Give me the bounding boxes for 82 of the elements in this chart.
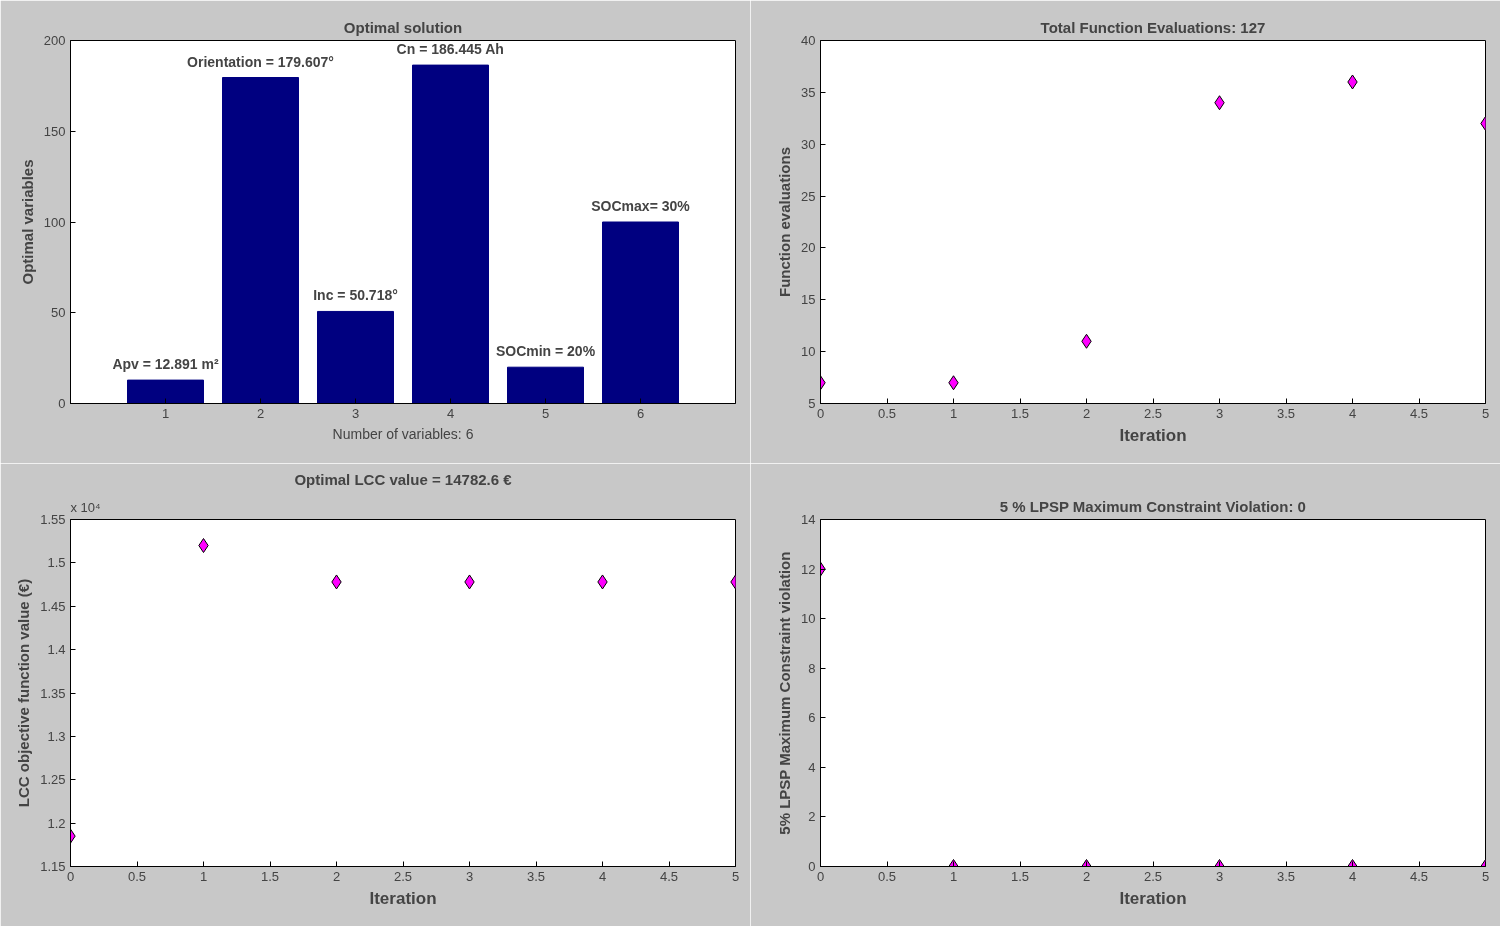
annotation: SOCmax= 30% — [591, 198, 691, 214]
y-tick-label: 1.15 — [40, 859, 66, 874]
x-tick-label: 2 — [332, 868, 341, 884]
y-tick-label: 8 — [808, 660, 816, 676]
x-tick-label: 4 — [1348, 405, 1357, 421]
y-tick-label: 25 — [801, 188, 816, 204]
y-tick-label: 1.45 — [40, 598, 66, 614]
chart-title: Total Function Evaluations: 127 — [1040, 18, 1266, 36]
y-tick-label: 1.4 — [47, 642, 66, 658]
x-axis-title: Number of variables: 6 — [332, 425, 474, 442]
x-tick-label: 1.5 — [260, 868, 280, 884]
x-tick-label: 3 — [465, 868, 474, 884]
chart-title: Optimal LCC value = 14782.6 € — [294, 470, 513, 488]
x-tick-label: 2.5 — [1143, 868, 1163, 884]
x-tick-label: 1.5 — [1010, 868, 1030, 884]
annotation: SOCmin = 20% — [495, 343, 596, 360]
x-tick-label: 2 — [1082, 405, 1091, 421]
x-tick-label: 3.5 — [526, 868, 546, 884]
y-axis-title: 5% LPSP Maximum Constraint violation — [776, 551, 794, 835]
x-tick-label: 3 — [1215, 405, 1224, 421]
y-tick-label: 1.2 — [47, 815, 66, 831]
y-tick-label: 6 — [808, 710, 816, 726]
y-tick-label: 100 — [43, 214, 66, 230]
x-axis-title: Iteration — [1119, 425, 1187, 445]
y-tick-label: 1.5 — [47, 555, 66, 571]
annotation: Inc = 50.718° — [313, 287, 398, 304]
y-tick-label: 14 — [801, 512, 816, 527]
y-tick-label: 4 — [808, 759, 816, 775]
x-tick-label: 5 — [541, 405, 550, 421]
y-tick-label: 1.35 — [40, 685, 66, 701]
x-tick-label: 3.5 — [1276, 868, 1296, 884]
x-tick-label: 0.5 — [127, 868, 147, 884]
x-tick-label: 0.5 — [877, 868, 897, 884]
x-tick-label: 3.5 — [1276, 405, 1296, 421]
y-axis-title: Optimal variables — [18, 159, 36, 285]
annotation: Orientation = 179.607° — [187, 53, 334, 70]
y-tick-label: 200 — [43, 33, 66, 48]
y-axis-title: Function evaluations — [776, 146, 794, 298]
y-tick-label: 35 — [801, 84, 816, 100]
x-tick-label: 1.5 — [1010, 405, 1030, 421]
y-tick-label: 150 — [43, 123, 66, 139]
x-tick-label: 4.5 — [659, 868, 679, 884]
chart-title: Optimal solution — [343, 18, 463, 36]
x-tick-label: 4.5 — [1409, 405, 1429, 421]
y-tick-label: 10 — [801, 611, 816, 627]
x-tick-label: 1 — [161, 405, 170, 421]
chart-title: 5 % LPSP Maximum Constraint Violation: 0 — [999, 497, 1306, 515]
x-tick-label: 3 — [1215, 868, 1224, 884]
x-tick-label: 3 — [351, 405, 360, 421]
y-tick-label: 1.55 — [40, 512, 66, 527]
x-axis-title: Iteration — [1119, 888, 1187, 908]
x-tick-label: 5 — [731, 868, 740, 884]
x-tick-label: 0.5 — [877, 405, 897, 421]
x-tick-label: 1 — [949, 405, 958, 421]
x-tick-label: 2.5 — [393, 868, 413, 884]
x-tick-label: 4 — [1348, 868, 1357, 884]
x-tick-label: 2.5 — [1143, 405, 1163, 421]
x-axis-title: Iteration — [369, 888, 437, 908]
y-tick-label: 30 — [801, 136, 816, 152]
y-tick-label: 1.3 — [47, 728, 66, 744]
x-tick-label: 6 — [636, 405, 645, 421]
y-tick-label: 15 — [801, 292, 816, 308]
y-tick-label: 12 — [801, 561, 816, 577]
x-tick-label: 5 — [1481, 405, 1490, 421]
x-tick-label: 1 — [199, 868, 208, 884]
x-tick-label: 4.5 — [1409, 868, 1429, 884]
annotation: Apv = 12.891 m² — [112, 356, 219, 373]
y-tick-label: 10 — [801, 344, 816, 360]
y-tick-label: 20 — [801, 240, 816, 256]
y-axis-title: LCC objective function value (€) — [15, 578, 33, 808]
text: x 10⁴ — [70, 499, 101, 515]
x-tick-label: 5 — [1481, 868, 1490, 884]
x-tick-label: 2 — [1082, 868, 1091, 884]
y-tick-label: 50 — [51, 305, 66, 321]
annotation: Cn = 186.445 Ah — [396, 41, 504, 58]
x-tick-label: 1 — [949, 868, 958, 884]
y-tick-label: 40 — [801, 33, 816, 48]
y-tick-label: 1.25 — [40, 772, 66, 788]
x-tick-label: 4 — [598, 868, 607, 884]
x-tick-label: 2 — [256, 405, 265, 421]
y-tick-label: 2 — [808, 809, 816, 825]
x-tick-label: 4 — [446, 405, 455, 421]
